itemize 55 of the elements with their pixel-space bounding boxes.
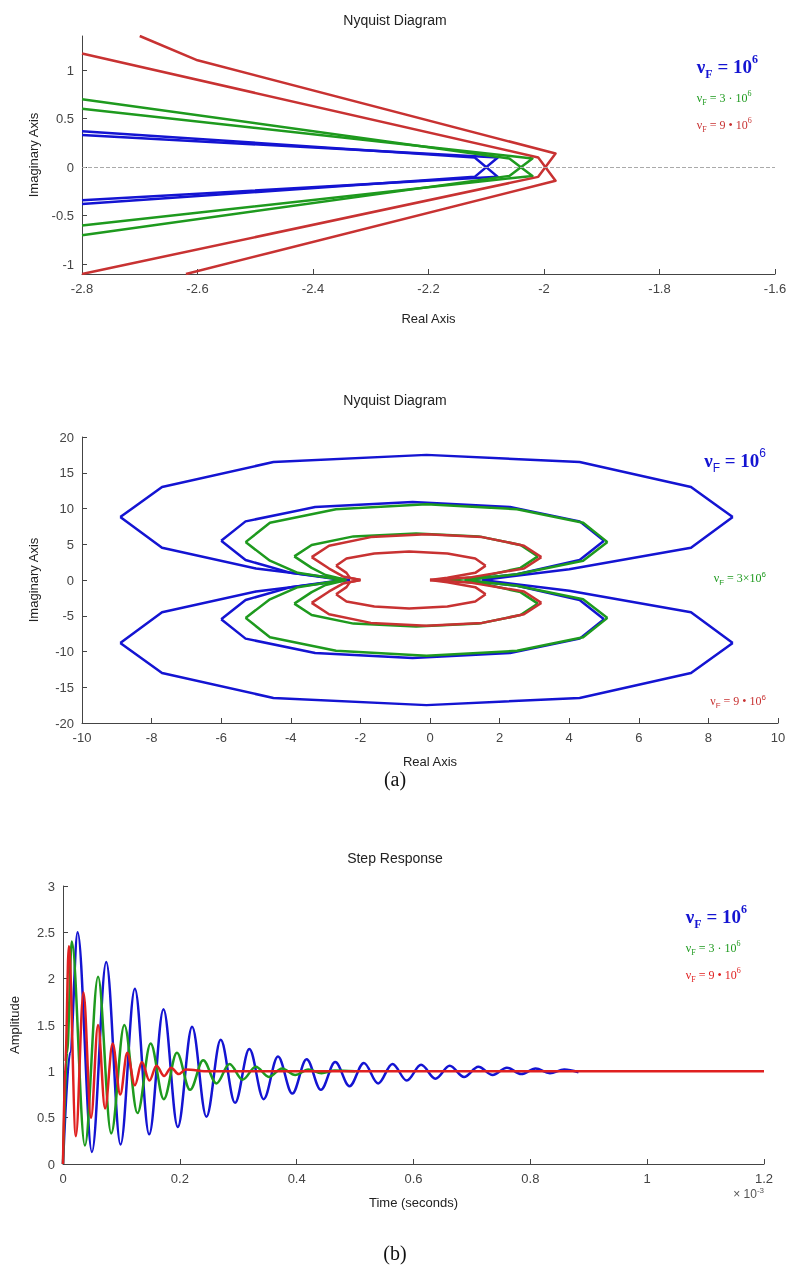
- y-axis-title: Amplitude: [7, 996, 22, 1054]
- y-tick-label: -10: [55, 644, 74, 659]
- x-tick-label: 0.8: [521, 1171, 540, 1186]
- x-axis-title: Real Axis: [402, 754, 458, 769]
- x-tick-label: -2.6: [186, 281, 209, 296]
- y-tick-label: -1: [62, 256, 74, 272]
- y-tick-label: -0.5: [51, 208, 74, 224]
- x-tick-label: 0.2: [170, 1171, 189, 1186]
- x-tick-label: 0.4: [287, 1171, 306, 1186]
- x-tick-label: -4: [285, 730, 297, 745]
- y-tick-label: -15: [55, 679, 74, 695]
- x-tick-label: 2: [495, 730, 504, 745]
- y-tick-label: 5: [66, 536, 74, 552]
- x-tick-label: 1: [643, 1171, 651, 1186]
- x-tick-label: -6: [215, 730, 227, 745]
- x-tick-label: -1.8: [648, 281, 671, 296]
- x-tick-label: -2.8: [70, 281, 94, 296]
- chart-title: Nyquist Diagram: [343, 12, 447, 28]
- y-tick-label: -5: [62, 608, 74, 624]
- x-axis-title: Time (seconds): [368, 1195, 459, 1210]
- y-tick-label: 1: [47, 1063, 55, 1079]
- y-tick-label: 1: [66, 62, 74, 78]
- text: (a): [383, 768, 407, 791]
- y-tick-label: 2: [47, 971, 55, 987]
- x-tick-label: -1.6: [763, 281, 787, 296]
- y-tick-label: 20: [59, 429, 74, 445]
- chart-title: Nyquist Diagram: [343, 392, 447, 408]
- y-tick-label: 0.5: [36, 1110, 55, 1126]
- x-tick-label: -2.4: [301, 281, 325, 296]
- y-tick-label: 0: [66, 572, 74, 588]
- x-tick-label: 10: [770, 730, 786, 745]
- x-tick-label: 1.2: [754, 1171, 774, 1186]
- y-tick-label: -20: [55, 715, 74, 731]
- y-tick-label: 2.5: [36, 924, 55, 940]
- y-tick-label: 0: [66, 159, 74, 175]
- x-tick-label: 4: [565, 730, 573, 745]
- y-tick-label: 3: [47, 878, 55, 894]
- x-tick-label: 6: [635, 730, 643, 745]
- x-tick-label: 0: [426, 730, 434, 745]
- x-tick-label: -2: [538, 281, 550, 296]
- y-tick-label: 1.5: [36, 1017, 55, 1033]
- x-tick-label: -2.2: [417, 281, 440, 296]
- x-tick-label: -8: [145, 730, 158, 745]
- text: (b): [383, 1242, 407, 1265]
- x-axis-title: Real Axis: [401, 311, 457, 326]
- y-tick-label: 15: [59, 465, 74, 481]
- y-tick-label: 0: [47, 1156, 55, 1172]
- chart-title: Step Response: [347, 850, 444, 866]
- x-tick-label: -2: [354, 730, 367, 745]
- x-tick-label: 8: [704, 730, 713, 745]
- x-tick-label: 0.6: [404, 1171, 423, 1186]
- y-tick-label: 0.5: [55, 111, 74, 127]
- y-tick-label: 10: [59, 501, 74, 516]
- y-axis-title: Imaginary Axis: [26, 537, 41, 623]
- y-axis-title: Imaginary Axis: [26, 112, 41, 198]
